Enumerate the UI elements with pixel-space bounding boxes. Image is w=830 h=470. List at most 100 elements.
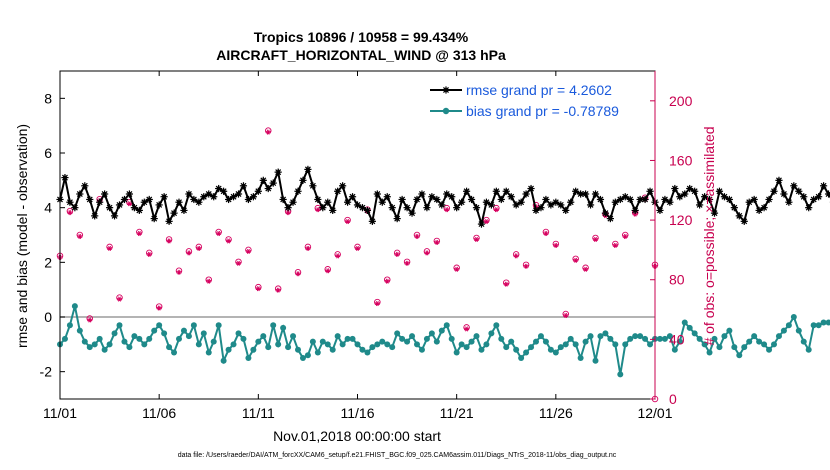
rmse-point	[775, 176, 783, 184]
rmse-point	[423, 204, 431, 212]
bias-point	[384, 341, 391, 348]
rmse-point	[413, 195, 421, 204]
rmse-point	[581, 190, 590, 198]
rmse-point	[180, 206, 188, 214]
rmse-point	[780, 190, 788, 198]
bias-point	[339, 341, 346, 348]
obs-possible-point	[215, 228, 222, 236]
obs-assimilated-point	[67, 210, 73, 216]
rmse-point	[696, 201, 704, 209]
bias-point	[280, 324, 287, 331]
bias-point	[166, 344, 173, 351]
obs-assimilated-point	[87, 317, 93, 323]
bias-point	[61, 335, 68, 342]
bias-point	[240, 335, 247, 342]
rmse-point	[289, 198, 297, 206]
bias-point	[121, 338, 128, 345]
obs-possible-point	[235, 258, 242, 266]
obs-possible-point	[334, 251, 341, 258]
rmse-point	[393, 215, 401, 223]
rmse-point	[641, 195, 649, 204]
rmse-point	[101, 190, 109, 198]
bias-point	[101, 346, 108, 353]
y-left-tick-label: 6	[44, 145, 52, 161]
obs-possible-point	[403, 258, 411, 266]
obs-possible-point	[552, 240, 560, 248]
obs-possible-point	[473, 234, 480, 242]
rmse-point	[819, 182, 828, 190]
bias-point	[627, 335, 634, 342]
bias-point	[815, 322, 822, 329]
bias-point	[260, 333, 267, 340]
bias-point	[676, 338, 683, 345]
obs-assimilated-point	[464, 326, 470, 332]
obs-assimilated-point	[196, 245, 202, 251]
bias-point	[602, 330, 609, 337]
rmse-point	[229, 193, 238, 201]
rmse-point	[205, 190, 213, 198]
obs-assimilated-point	[245, 248, 251, 254]
bias-point	[404, 338, 411, 345]
obs-possible-point	[562, 310, 570, 318]
y-right-tick-label: 0	[669, 391, 677, 407]
bias-point	[275, 341, 282, 348]
bias-point	[706, 349, 713, 356]
rmse-point	[185, 190, 193, 198]
rmse-point	[686, 184, 694, 193]
legend-label-rmse: rmse grand pr = 4.2602	[466, 82, 612, 98]
bias-point	[503, 344, 510, 351]
bias-point	[726, 327, 733, 334]
bias-point	[334, 333, 341, 340]
bias-point	[810, 322, 817, 329]
obs-assimilated-point	[107, 245, 113, 251]
rmse-point	[200, 193, 208, 201]
bias-point	[245, 355, 252, 361]
obs-possible-point	[483, 216, 490, 224]
bias-point	[518, 355, 525, 361]
rmse-point	[343, 198, 352, 206]
obs-assimilated-point	[77, 233, 83, 240]
obs-assimilated-point	[255, 286, 261, 292]
bias-point	[691, 330, 698, 337]
x-tick-label: 11/21	[440, 405, 474, 421]
x-tick-label: 11/06	[142, 405, 176, 421]
bias-point	[151, 327, 158, 334]
rmse-point	[681, 190, 689, 198]
rmse-point	[567, 198, 575, 206]
obs-possible-point	[66, 207, 74, 215]
rmse-point	[91, 212, 99, 220]
obs-assimilated-point	[384, 278, 390, 284]
bias-point	[612, 341, 619, 348]
rmse-point	[824, 190, 830, 198]
obs-assimilated-point	[235, 260, 242, 266]
bias-point	[76, 327, 83, 334]
obs-possible-point	[274, 285, 282, 292]
bias-point	[820, 319, 827, 326]
bias-point	[825, 319, 830, 326]
y-right-tick-label: 80	[669, 272, 685, 288]
chart-title: Tropics 10896 / 10958 = 99.434%	[254, 29, 469, 45]
plot-area	[56, 127, 830, 403]
y-left-tick-label: 4	[44, 200, 52, 216]
bias-point	[661, 335, 668, 342]
obs-possible-point	[354, 243, 361, 251]
rmse-point	[81, 182, 89, 190]
rmse-point	[373, 190, 381, 198]
rmse-point	[61, 174, 69, 182]
bias-point	[141, 341, 148, 348]
rmse-point	[195, 198, 203, 206]
obs-assimilated-point	[483, 219, 489, 225]
obs-assimilated-point	[434, 239, 440, 246]
obs-possible-point	[512, 251, 520, 258]
obs-assimilated-point	[275, 287, 281, 293]
rmse-point	[542, 195, 550, 204]
rmse-point	[805, 204, 813, 212]
bias-point	[66, 322, 73, 329]
bias-point	[161, 330, 168, 337]
rmse-point	[319, 204, 327, 212]
obs-possible-point	[423, 248, 431, 255]
obs-assimilated-point	[404, 260, 410, 266]
bias-point	[552, 349, 559, 356]
bias-point	[458, 341, 465, 348]
